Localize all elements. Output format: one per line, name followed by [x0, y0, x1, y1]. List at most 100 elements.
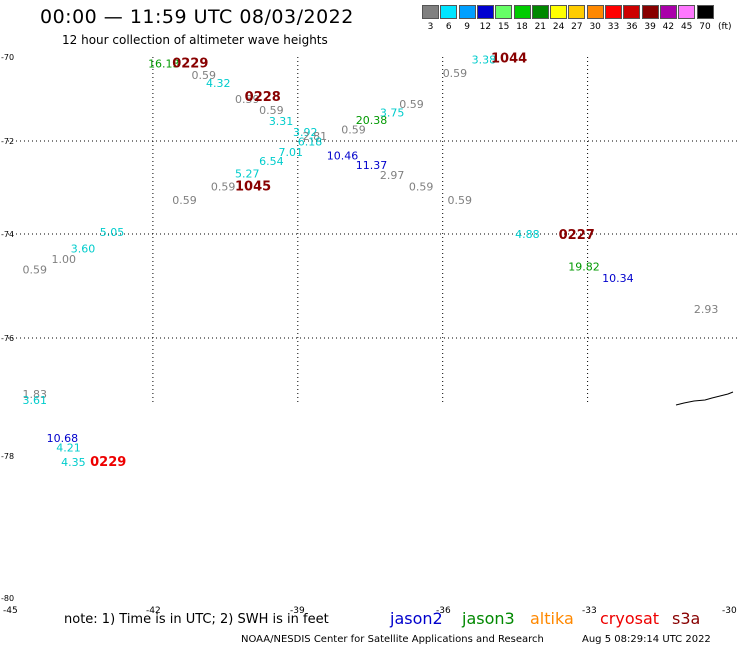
wave-height-label: 3.38	[472, 53, 497, 66]
wave-height-label: 2.97	[380, 169, 405, 182]
wave-height-label: 1.83	[22, 388, 46, 401]
scale-tick-label: 70	[699, 22, 711, 32]
pass-time-label: 0228	[245, 90, 281, 105]
scale-swatch	[495, 5, 513, 19]
scale-swatch	[568, 5, 586, 19]
footnote: note: 1) Time is in UTC; 2) SWH is in fe…	[64, 612, 329, 627]
satellite-legend-item: jason3	[462, 609, 515, 628]
scale-tick-label: 27	[571, 22, 583, 32]
coastline	[675, 391, 734, 406]
wave-height-label: 20.38	[356, 114, 388, 127]
scale-tick-label: 24	[552, 22, 565, 32]
credit-text: NOAA/NESDIS Center for Satellite Applica…	[241, 634, 544, 645]
wave-height-label: 0.59	[172, 194, 197, 207]
scale-swatch	[678, 5, 696, 19]
scale-tick-label: 3	[427, 22, 434, 32]
longitude-label: -42	[146, 606, 161, 616]
scale-tick-label: 36	[626, 22, 638, 32]
wave-height-label: 2.81	[303, 130, 328, 143]
pass-time-label: 0229	[172, 57, 208, 72]
wave-height-label: 0.59	[409, 180, 434, 193]
wave-height-label: 0.59	[443, 67, 468, 80]
wave-height-label: 16.13	[148, 58, 180, 71]
wave-height-label: 3.31	[269, 115, 294, 128]
page-subtitle: 12 hour collection of altimeter wave hei…	[62, 33, 328, 47]
scale-tick-label: 15	[497, 22, 510, 32]
scale-tick-label: 30	[589, 22, 601, 32]
scale-swatch	[605, 5, 622, 19]
scale-swatch	[458, 5, 476, 19]
wave-height-label: 0.59	[448, 194, 473, 207]
satellite-legend-item: jason2	[390, 609, 443, 628]
latitude-label: -80	[1, 594, 14, 603]
scale-tick-label: 6	[445, 22, 452, 32]
wave-height-label: 3.92	[293, 126, 318, 139]
longitude-label: -36	[436, 606, 451, 616]
longitude-label: -39	[290, 606, 305, 616]
wave-height-label: 4.21	[56, 441, 81, 454]
scale-tick-label: 9	[464, 22, 470, 32]
generated-timestamp: Aug 5 08:29:14 UTC 2022	[582, 634, 711, 645]
scale-tick-label: 39	[644, 22, 656, 32]
wave-height-label: 6.18	[298, 136, 323, 149]
wave-height-label: 4.35	[61, 456, 86, 469]
wave-height-label: 0.59	[341, 123, 366, 136]
scale-swatch	[440, 5, 458, 19]
scale-tick-label: 33	[607, 22, 620, 32]
wave-height-label: 3.61	[22, 394, 46, 407]
wave-height-label: 0.59	[259, 104, 284, 117]
wave-height-label: 1.00	[51, 253, 76, 266]
scale-swatch	[550, 5, 568, 19]
wave-height-label: 3.75	[380, 107, 405, 120]
longitude-label: -45	[3, 606, 18, 616]
satellite-legend-item: altika	[530, 609, 574, 628]
scale-swatch	[476, 5, 494, 19]
wave-height-label: 0.59	[22, 264, 46, 277]
latitude-label: -76	[1, 334, 14, 343]
pass-time-label: 1044	[491, 51, 527, 66]
pass-time-label: 0229	[90, 455, 126, 470]
pass-time-label: 1045	[235, 179, 271, 194]
wave-height-label: 10.68	[47, 432, 79, 445]
wave-height-label: 6.54	[259, 155, 284, 168]
scale-swatch	[696, 5, 714, 19]
wave-height-label: 4.88	[515, 228, 540, 241]
satellite-legend-item: s3a	[672, 609, 701, 628]
wave-height-label: 2.93	[694, 303, 719, 316]
latitude-label: -78	[1, 452, 14, 461]
wave-height-label: 4.32	[206, 77, 231, 90]
wave-height-label: 0.59	[399, 98, 424, 111]
longitude-label: -30	[722, 606, 737, 616]
wave-height-label: 0.59	[192, 69, 217, 82]
scale-swatch	[531, 5, 549, 19]
latitude-label: -72	[1, 137, 14, 146]
wave-height-label: 3.60	[71, 243, 96, 256]
wave-height-label: 10.46	[327, 150, 359, 163]
scale-swatch	[422, 5, 439, 19]
wave-height-label: 0.59	[235, 93, 260, 106]
scale-tick-label: 12	[479, 22, 492, 32]
satellite-legend-item: cryosat	[600, 609, 660, 628]
scale-swatch	[659, 5, 677, 19]
wave-height-label: 5.05	[100, 226, 125, 239]
scale-swatch	[623, 5, 641, 19]
pass-time-label: 0227	[559, 228, 595, 243]
scale-tick-label: 42	[662, 22, 675, 32]
latitude-label: -70	[1, 53, 14, 62]
wave-height-label: 0.59	[211, 180, 236, 193]
page-title: 00:00 — 11:59 UTC 08/03/2022	[40, 6, 354, 28]
scale-unit-label: (ft)	[718, 22, 732, 32]
wave-height-label: 7.01	[278, 146, 303, 159]
scale-tick-label: 21	[534, 22, 547, 32]
wave-height-label: 10.34	[602, 272, 634, 285]
scale-swatch	[586, 5, 604, 19]
longitude-label: -33	[582, 606, 597, 616]
scale-swatch	[641, 5, 659, 19]
wave-height-label: 11.37	[356, 159, 388, 172]
latitude-label: -74	[1, 230, 14, 239]
scale-tick-label: 18	[516, 22, 528, 32]
scale-swatch	[513, 5, 531, 19]
scale-tick-label: 45	[680, 22, 693, 32]
wave-height-label: 5.27	[235, 167, 260, 180]
